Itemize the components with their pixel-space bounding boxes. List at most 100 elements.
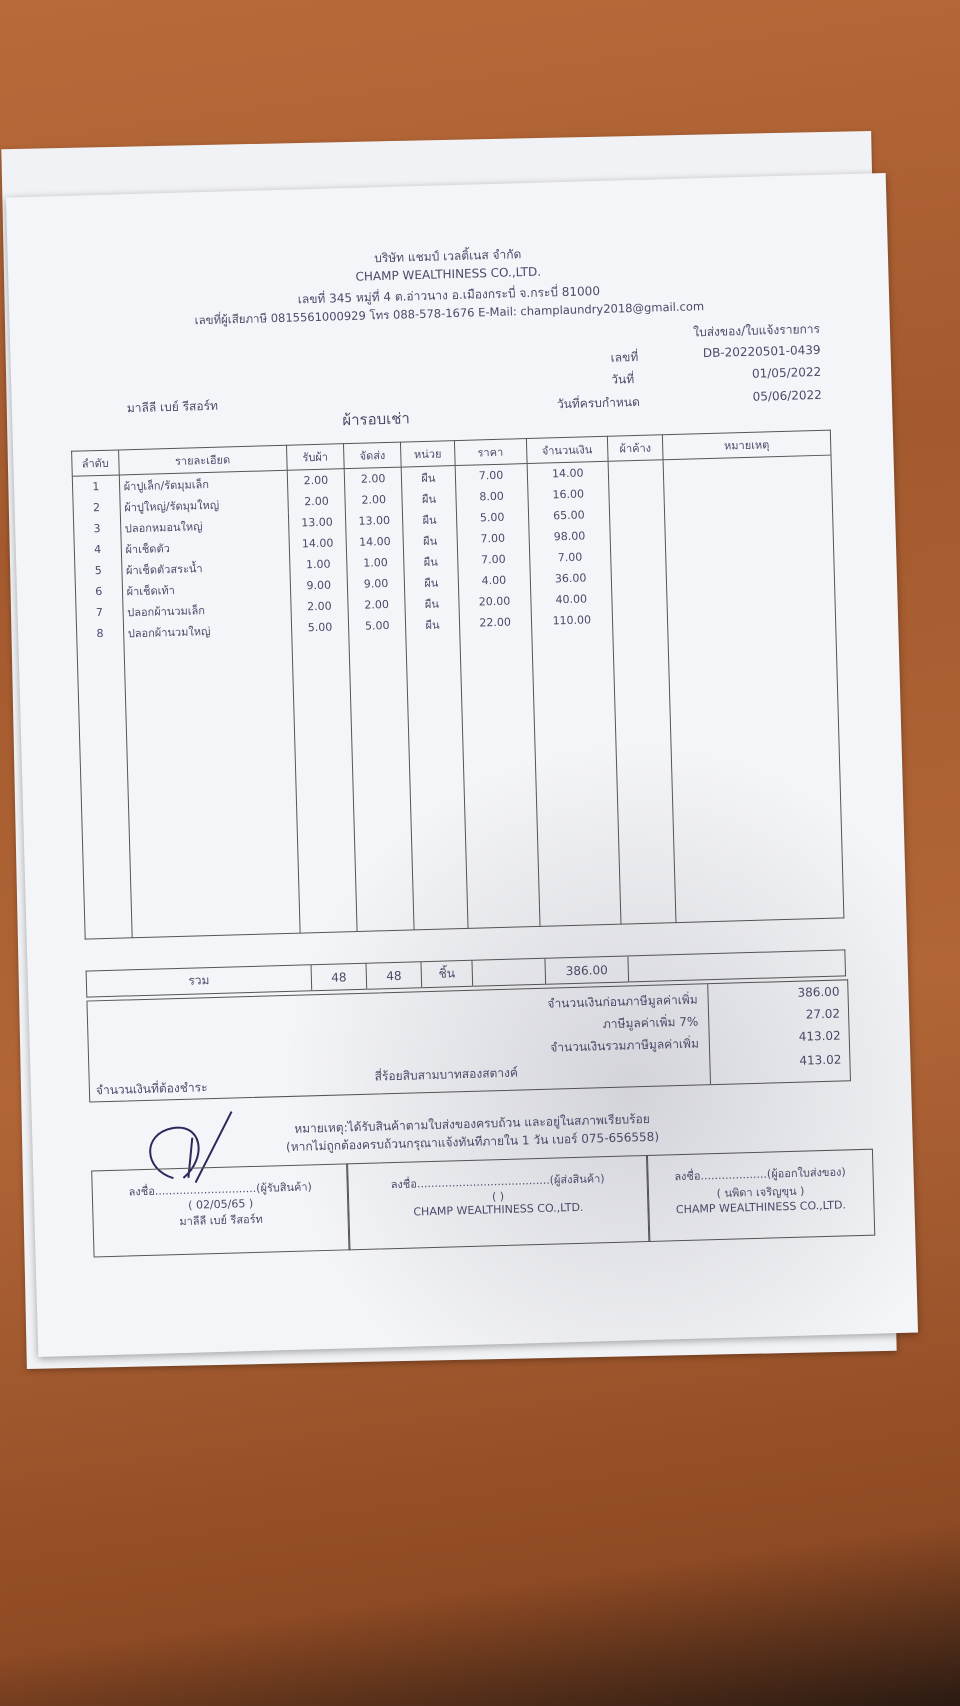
table-cell (608, 459, 664, 483)
doc-no-label: เลขที่ (610, 349, 639, 365)
table-cell: 65.00 (527, 503, 610, 528)
column-header: ผ้าค้าง (607, 434, 664, 462)
amount-due-words: สี่ร้อยสิบสามบาทสองสตางค์ (374, 1065, 519, 1084)
table-cell (619, 859, 675, 882)
table-cell: ผืน (403, 550, 458, 573)
table-cell (294, 742, 353, 765)
table-cell (413, 885, 468, 909)
table-cell (298, 868, 356, 891)
doc-date: 01/05/2022 (751, 364, 822, 381)
table-cell (532, 671, 615, 695)
total-label: รวม (188, 973, 210, 988)
table-cell (354, 824, 413, 848)
table-cell: ผืน (405, 592, 459, 615)
table-cell (407, 676, 462, 699)
table-cell (609, 502, 665, 525)
table-cell: 22.00 (458, 611, 532, 635)
section-title: ผ้ารอบเช่า (342, 409, 411, 430)
with-vat-label: จำนวนเงินรวมภาษีมูลค่าเพิ่ม (550, 1036, 700, 1055)
table-cell: 4 (74, 538, 122, 561)
doc-type: ใบส่งของ/ใบแจ้งรายการ (693, 321, 821, 340)
table-cell: 5.00 (455, 506, 529, 530)
column-header: จำนวนเงิน (526, 436, 609, 464)
table-cell (131, 911, 300, 938)
table-cell (292, 679, 351, 702)
table-cell (351, 719, 410, 743)
table-cell (531, 650, 615, 674)
table-cell: 9.00 (289, 574, 348, 597)
table-cell (460, 673, 534, 697)
table-cell (609, 523, 666, 546)
table-cell (407, 696, 462, 720)
table-cell: ผืน (405, 613, 460, 636)
table-cell: 3 (73, 517, 121, 540)
table-cell (466, 883, 540, 907)
table-cell (83, 874, 131, 897)
table-cell (460, 653, 533, 677)
total-received: 48 (311, 963, 367, 991)
table-cell (615, 712, 671, 735)
table-cell: 7.00 (457, 548, 530, 572)
table-cell (612, 628, 669, 651)
table-cell (295, 763, 354, 786)
customer-name: มาลีลี เบย์ รีสอร์ท (126, 398, 219, 416)
table-cell (616, 754, 672, 777)
table-cell: ผืน (402, 508, 457, 531)
pre-vat-label: จำนวนเงินก่อนภาษีมูลค่าเพิ่ม (547, 992, 698, 1011)
pre-vat-amount: 386.00 (797, 984, 840, 1000)
table-cell: 7.00 (529, 545, 612, 570)
table-cell (80, 769, 128, 792)
table-cell (406, 655, 461, 678)
table-cell: 7.00 (454, 463, 528, 488)
table-cell: 13.00 (345, 509, 404, 533)
table-cell: 98.00 (528, 524, 611, 549)
table-cell (298, 889, 357, 912)
table-cell (350, 677, 408, 701)
table-cell (295, 784, 354, 807)
table-cell: 2 (72, 496, 121, 519)
table-cell: 9.00 (347, 572, 406, 596)
table-cell: 2.00 (344, 467, 403, 491)
table-cell: 14.00 (288, 532, 347, 555)
table-cell (413, 906, 468, 930)
table-cell (675, 896, 844, 923)
table-cell: 1.00 (289, 553, 348, 576)
with-vat-amount: 413.02 (798, 1028, 841, 1044)
table-cell: 110.00 (530, 608, 613, 633)
table-cell: 5.00 (291, 616, 349, 639)
table-cell (613, 649, 669, 672)
table-cell (608, 481, 665, 504)
table-cell (409, 738, 463, 762)
table-cell (81, 811, 129, 834)
table-cell: ผืน (403, 529, 458, 552)
items-table: ลำดับ รายละเอียด รับผ้า จัดส่ง หน่วย ราคา จำนว… (71, 430, 844, 940)
table-cell (81, 790, 129, 813)
table-cell: 1 (72, 474, 120, 498)
signature-icon (149, 1111, 233, 1184)
table-cell (353, 803, 412, 827)
table-cell (536, 797, 619, 821)
table-cell (465, 841, 538, 865)
due-date-label: วันที่ครบกำหนด (556, 394, 640, 412)
table-cell (78, 685, 126, 708)
table-cell: 36.00 (529, 566, 612, 591)
table-cell (355, 866, 414, 890)
table-cell: 2.00 (286, 468, 345, 492)
table-cell: 14.00 (345, 530, 404, 554)
table-cell (465, 862, 539, 886)
table-cell (462, 736, 535, 760)
table-cell (462, 757, 536, 781)
table-cell (411, 822, 466, 846)
table-cell (611, 586, 668, 609)
table-cell (618, 817, 674, 840)
table-cell (612, 607, 668, 630)
table-cell: 8 (76, 622, 124, 645)
table-cell (84, 916, 132, 940)
table-cell: 2.00 (344, 488, 403, 512)
signature-issuer: ลงชื่อ...................(ผู้ออกใบส่งของ… (645, 1148, 876, 1242)
table-cell (619, 880, 676, 903)
table-cell (76, 643, 125, 666)
amount-due-label: จำนวนเงินที่ต้องชำระ (95, 1080, 208, 1098)
table-cell (537, 860, 620, 884)
table-cell: ผืน (404, 571, 459, 594)
